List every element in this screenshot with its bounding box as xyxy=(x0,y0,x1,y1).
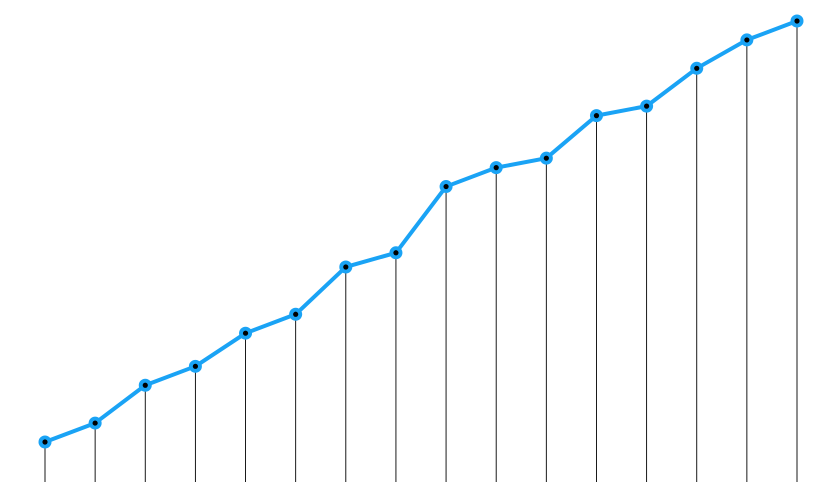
data-point xyxy=(38,435,52,449)
series-line-segment xyxy=(143,364,198,388)
data-point xyxy=(389,246,403,260)
data-point-center xyxy=(593,113,600,119)
series-line-segment xyxy=(393,184,449,255)
data-point-center xyxy=(644,103,650,109)
data-point xyxy=(740,33,754,47)
data-point xyxy=(489,161,503,175)
series-line-segment xyxy=(93,383,148,426)
series-line-segment xyxy=(193,331,248,369)
data-point xyxy=(539,151,553,165)
data-point xyxy=(790,14,804,28)
series-line-segment xyxy=(293,264,348,317)
data-point-center xyxy=(493,165,499,171)
markers-group xyxy=(38,14,804,449)
data-point-center xyxy=(393,250,399,256)
data-point xyxy=(239,326,253,340)
series-line-segment xyxy=(243,312,298,336)
data-point xyxy=(138,378,152,392)
data-point-center xyxy=(343,264,349,270)
series-line-segment xyxy=(494,156,549,170)
data-point-center xyxy=(242,330,249,336)
series-line-segment xyxy=(694,37,749,71)
series-line-segment xyxy=(343,250,398,269)
series-line-segment xyxy=(444,165,499,189)
data-point-center xyxy=(543,155,549,161)
data-point xyxy=(188,359,202,373)
data-point-center xyxy=(92,420,98,426)
data-point-center xyxy=(142,382,148,388)
drop-lines-group xyxy=(44,21,798,482)
series-lines-group xyxy=(43,19,799,444)
data-point-center xyxy=(694,65,700,71)
data-point xyxy=(690,61,704,75)
series-line-segment xyxy=(43,421,98,444)
series-line-segment xyxy=(544,113,599,161)
series-line-segment xyxy=(744,19,799,42)
data-point xyxy=(640,99,654,113)
data-point-center xyxy=(794,18,800,24)
data-point-center xyxy=(443,183,449,190)
data-point xyxy=(439,180,453,194)
data-point-center xyxy=(192,363,198,369)
data-point xyxy=(339,260,353,274)
series-line-segment xyxy=(644,66,699,109)
data-point xyxy=(589,109,603,123)
data-point-center xyxy=(744,37,750,43)
data-point xyxy=(88,416,102,430)
data-point-center xyxy=(42,439,48,445)
data-point-center xyxy=(293,311,299,317)
data-point xyxy=(289,307,303,321)
series-line-segment xyxy=(594,104,649,118)
